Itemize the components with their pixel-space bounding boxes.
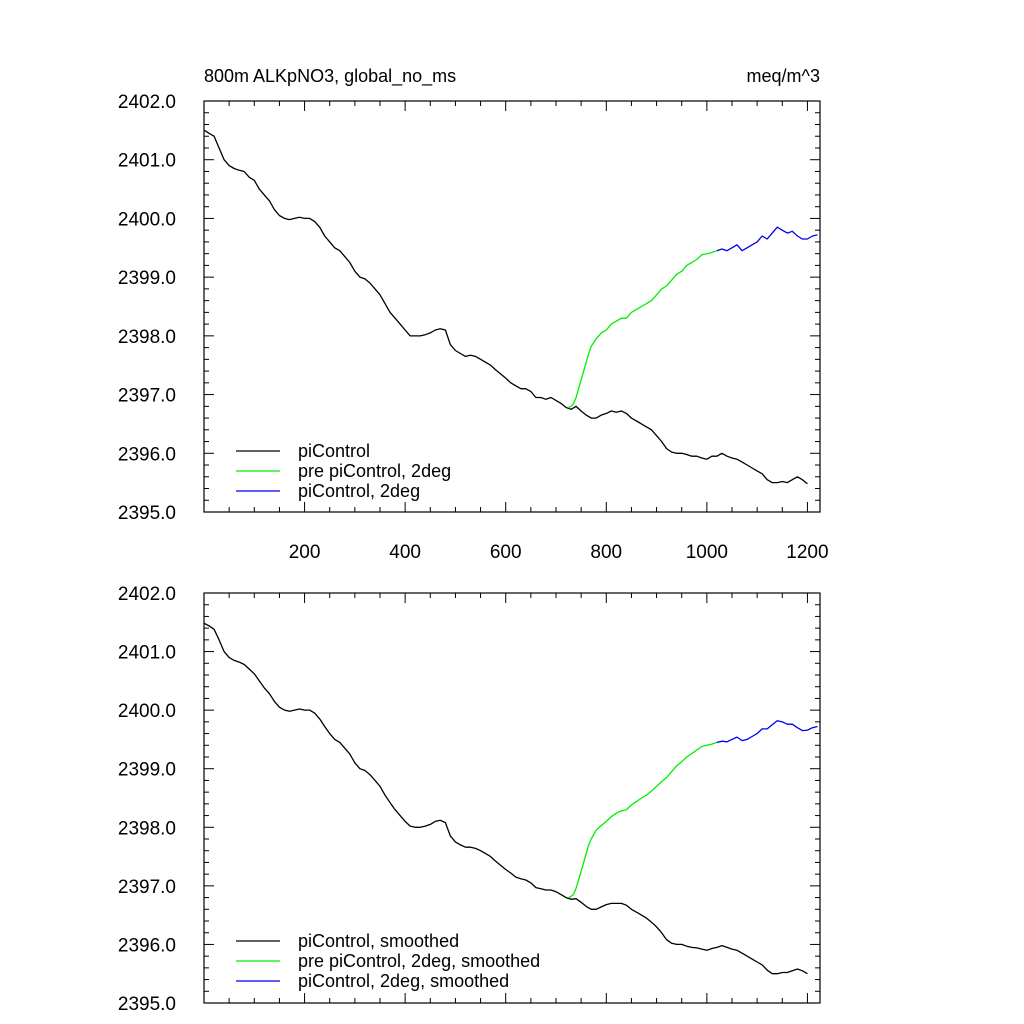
y-tick-label: 2402.0 <box>118 584 176 605</box>
y-tick-label: 2399.0 <box>118 268 176 289</box>
y-tick-label: 2400.0 <box>118 209 176 230</box>
y-tick-label: 2396.0 <box>118 444 176 465</box>
y-tick-label: 2397.0 <box>118 386 176 407</box>
y-tick-label: 2399.0 <box>118 760 176 781</box>
series-top <box>204 129 818 485</box>
x-tick-label: 600 <box>490 542 522 563</box>
y-tick-label: 2402.0 <box>118 92 176 113</box>
chart-title: 800m ALKpNO3, global_no_ms <box>204 66 456 87</box>
legend-label: piControl, smoothed <box>298 931 459 951</box>
axes-top: 200 400 600 800 1000 1200 2395.0 2396.0 2397.0 23… <box>118 92 829 563</box>
y-tick-label: 2395.0 <box>118 994 176 1015</box>
x-tick-label: 800 <box>590 542 622 563</box>
y-tick-label: 2396.0 <box>118 935 176 956</box>
y-tick-label: 2401.0 <box>118 643 176 664</box>
y-tick-label: 2395.0 <box>118 503 176 524</box>
y-tick-label: 2401.0 <box>118 151 176 172</box>
axes-bottom: 2395.0 2396.0 2397.0 2398.0 2399.0 2400.0 2401… <box>118 584 821 1015</box>
x-tick-label: 1000 <box>686 542 728 563</box>
series-line-3 <box>716 720 818 744</box>
plot-frame <box>203 100 821 513</box>
series-line-2 <box>568 250 718 409</box>
series-line-2 <box>568 741 718 899</box>
series-line-1 <box>204 129 808 485</box>
y-tick-label: 2397.0 <box>118 877 176 898</box>
series-line-1 <box>204 622 808 975</box>
top-panel: 800m ALKpNO3, global_no_ms meq/m^3 200 40… <box>118 66 829 563</box>
bottom-panel: 2395.0 2396.0 2397.0 2398.0 2399.0 2400.0 2401… <box>118 584 821 1015</box>
legend-label: piControl, 2deg <box>298 481 420 501</box>
y-tick-label: 2400.0 <box>118 701 176 722</box>
chart-units: meq/m^3 <box>747 66 820 86</box>
series-line-3 <box>716 226 818 252</box>
legend-label: pre piControl, 2deg <box>298 461 451 481</box>
y-tick-label: 2398.0 <box>118 818 176 839</box>
series-bottom <box>204 622 818 975</box>
x-tick-label: 200 <box>289 542 321 563</box>
x-tick-label: 1200 <box>786 542 828 563</box>
legend-label: pre piControl, 2deg, smoothed <box>298 951 540 971</box>
plot-frame <box>203 592 821 1004</box>
legend-label: piControl, 2deg, smoothed <box>298 971 509 991</box>
y-tick-label: 2398.0 <box>118 327 176 348</box>
legend-label: piControl <box>298 441 370 461</box>
x-tick-label: 400 <box>389 542 421 563</box>
